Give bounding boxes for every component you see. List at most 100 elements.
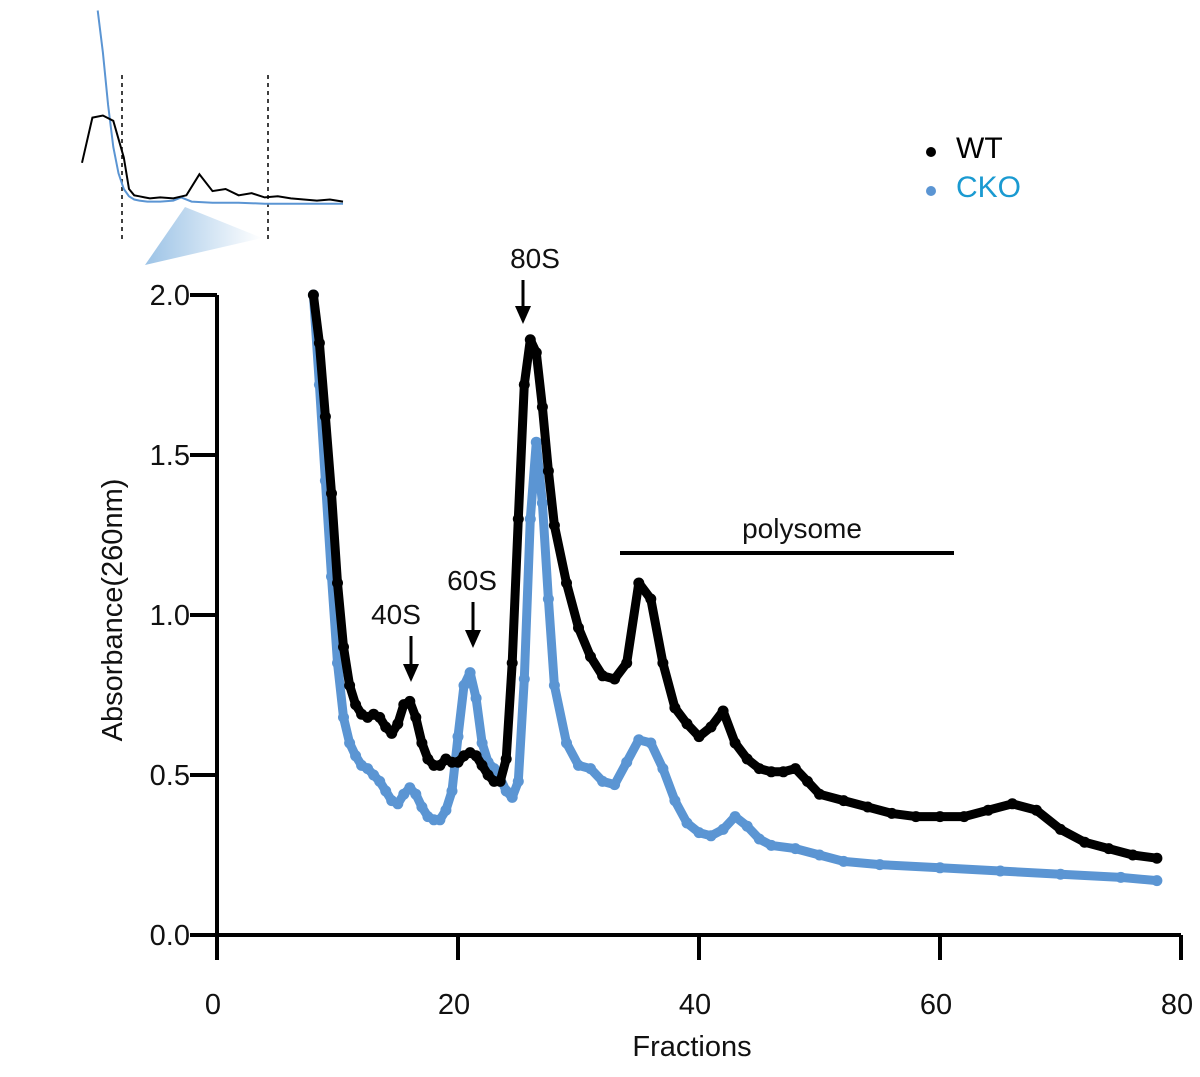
data-point-wt [518, 379, 530, 391]
data-point-wt [705, 721, 717, 733]
data-point-cko [561, 737, 572, 749]
data-point-wt [326, 487, 337, 499]
data-point-wt [386, 727, 398, 739]
y-tick-label: 2.0 [150, 280, 190, 312]
data-point-cko [542, 593, 554, 605]
legend-item-cko: CKO [926, 171, 1021, 204]
data-point-cko [838, 855, 850, 867]
data-point-cko [633, 734, 645, 746]
data-point-wt [777, 766, 789, 778]
x-tick-label: 60 [920, 989, 952, 1021]
data-point-cko [609, 779, 621, 791]
data-point-cko [669, 795, 681, 807]
data-point-wt [1006, 798, 1018, 810]
data-point-wt [542, 465, 554, 477]
data-point-cko [440, 804, 452, 816]
data-point-cko [645, 737, 657, 749]
legend-marker-wt [926, 147, 936, 157]
data-point-cko [464, 667, 476, 679]
data-point-wt [657, 657, 669, 669]
data-point-wt [494, 775, 506, 787]
data-point-wt [1030, 804, 1042, 816]
data-point-cko [934, 862, 946, 874]
legend: WT CKO [926, 132, 1021, 204]
data-point-wt [524, 334, 536, 346]
data-point-cko [536, 497, 548, 509]
data-point-wt [814, 788, 825, 800]
data-point-wt [1055, 823, 1066, 835]
data-point-cko [338, 711, 349, 723]
data-point-wt [307, 289, 319, 301]
data-point-wt [741, 753, 753, 765]
x-tick-label: 0 [205, 989, 221, 1021]
data-point-wt [645, 593, 657, 605]
data-point-wt [1151, 852, 1163, 864]
data-point-wt [319, 411, 331, 423]
annotations: 80S 60S 40S polysome [371, 243, 954, 682]
annotation-60S: 60S [447, 565, 497, 596]
data-point-wt [765, 766, 777, 778]
data-point-wt [548, 519, 560, 531]
data-point-wt [802, 775, 813, 787]
data-point-cko [374, 775, 386, 787]
data-point-cko [597, 775, 609, 787]
data-point-wt [585, 651, 596, 663]
x-tick-label: 20 [438, 989, 470, 1021]
data-point-wt [313, 337, 325, 349]
series-line-cko [308, 290, 1162, 886]
data-point-cko [717, 823, 729, 835]
data-point-wt [633, 577, 645, 589]
data-point-cko [765, 839, 777, 851]
data-point-wt [1079, 836, 1091, 848]
data-point-cko [657, 763, 669, 775]
data-point-cko [789, 843, 801, 855]
legend-label-cko: CKO [956, 171, 1021, 204]
legend-marker-cko [926, 186, 936, 196]
data-point-wt [338, 641, 349, 653]
data-point-cko [344, 737, 356, 749]
data-point-cko [729, 811, 741, 823]
data-point-cko [705, 830, 717, 842]
data-point-cko [814, 849, 825, 861]
data-point-wt [1127, 849, 1139, 861]
arrow-40S [403, 636, 419, 682]
data-point-wt [476, 759, 488, 771]
data-point-cko [621, 756, 633, 768]
data-point-cko [573, 759, 584, 771]
data-point-wt [404, 695, 416, 707]
data-point-wt [862, 801, 874, 813]
inset-wt-trace [81, 114, 344, 203]
data-point-wt [561, 577, 572, 589]
data-point-cko [518, 673, 530, 685]
data-point-wt [416, 737, 428, 749]
data-point-wt [669, 702, 681, 714]
zoom-wedge [145, 207, 262, 265]
x-tick-label: 40 [679, 989, 711, 1021]
legend-label-wt: WT [956, 132, 1003, 165]
data-point-cko [693, 827, 705, 839]
data-point-cko [548, 679, 560, 691]
y-tick-label: 1.5 [150, 440, 190, 472]
data-point-cko [470, 692, 482, 704]
legend-item-wt: WT [926, 132, 1003, 165]
data-point-cko [530, 436, 542, 448]
data-point-cko [350, 750, 362, 762]
data-point-wt [693, 731, 705, 743]
annotation-40S: 40S [371, 599, 421, 630]
data-point-wt [392, 718, 404, 730]
data-point-cko [741, 820, 753, 832]
data-point-wt [958, 811, 970, 823]
data-point-wt [729, 737, 741, 749]
data-point-cko [392, 798, 404, 810]
data-point-cko [458, 679, 470, 691]
data-point-cko [1055, 868, 1066, 880]
x-axis-label: Fractions [632, 1031, 751, 1063]
data-point-wt [536, 401, 548, 413]
data-point-cko [1115, 871, 1127, 883]
data-point-wt [344, 679, 356, 691]
data-point-wt [332, 577, 343, 589]
data-point-wt [573, 622, 584, 634]
data-point-wt [621, 657, 633, 669]
